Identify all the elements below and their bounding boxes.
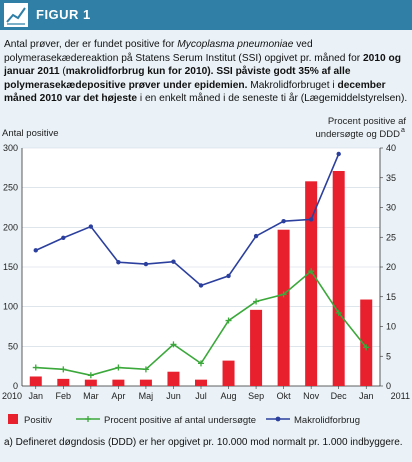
- figure-label: FIGUR 1: [36, 7, 91, 22]
- point-makrolidforbrug: [33, 248, 38, 253]
- point-makrolidforbrug: [308, 217, 314, 222]
- left-tick-label: 200: [3, 222, 18, 232]
- right-axis-title: undersøgte og DDD: [316, 129, 401, 140]
- right-tick-label: 40: [386, 143, 396, 153]
- bar-positiv: [250, 309, 263, 386]
- point-makrolidforbrug: [226, 273, 231, 279]
- point-makrolidforbrug: [116, 260, 121, 265]
- caption-highlight: december måned 2010 var det højeste: [4, 79, 386, 105]
- bar-positiv: [139, 379, 152, 386]
- right-axis-title: Procent positive af: [328, 116, 407, 127]
- x-tick-label: Jan: [359, 391, 374, 401]
- right-tick-label: 10: [386, 322, 396, 332]
- x-tick-label: Nov: [303, 391, 320, 401]
- point-makrolidforbrug: [253, 233, 259, 239]
- caption-part: makrolidforbrug kun for 2010). SSI påvis…: [4, 66, 351, 91]
- bar-positiv: [277, 229, 290, 386]
- point-makrolidforbrug: [171, 259, 176, 264]
- right-tick-label: 0: [386, 381, 391, 391]
- point-makrolidforbrug: [143, 261, 149, 267]
- right-tick-label: 15: [386, 292, 396, 302]
- line-chart-icon: [4, 3, 28, 27]
- x-tick-label: Jul: [195, 391, 207, 401]
- x-tick-label: Dec: [331, 391, 348, 401]
- right-tick-label: 30: [386, 203, 396, 213]
- legend-marker-procent: [85, 416, 91, 422]
- caption-period: 2010 og januar 2011: [4, 52, 401, 78]
- caption-part: ved polymerasekædereaktion på Statens Se…: [4, 39, 364, 64]
- point-procent-positive: [60, 366, 67, 373]
- point-procent-positive: [253, 298, 260, 305]
- point-procent-positive: [363, 344, 370, 351]
- left-tick-label: 0: [13, 381, 18, 391]
- left-tick-label: 100: [3, 302, 18, 312]
- caption-species: Mycoplasma pneumoniae: [177, 39, 294, 50]
- bar-positiv: [360, 299, 373, 386]
- point-makrolidforbrug: [88, 224, 94, 229]
- bar-positiv: [332, 171, 345, 386]
- right-tick-label: 5: [386, 351, 391, 361]
- left-tick-label: 250: [3, 183, 18, 193]
- bar-positiv: [29, 376, 42, 386]
- left-axis-title: Antal positive: [2, 128, 59, 139]
- bar-positiv: [84, 379, 97, 386]
- left-tick-label: 50: [8, 341, 18, 351]
- legend-label-makrolid: Makrolidforbrug: [294, 415, 360, 426]
- caption-part: i en enkelt måned i de seneste ti år (Læ…: [137, 93, 408, 105]
- point-makrolidforbrug: [281, 218, 286, 224]
- x-tick-label: Apr: [111, 391, 125, 401]
- bar-positiv: [305, 181, 318, 386]
- x-tick-label: Maj: [139, 391, 154, 401]
- figure-caption: Antal prøver, der er fundet positive for…: [4, 38, 408, 106]
- caption-part: Makrolidforbruget i: [247, 79, 338, 91]
- point-procent-positive: [308, 268, 315, 275]
- point-procent-positive: [142, 366, 149, 373]
- point-procent-positive: [87, 372, 94, 379]
- x-tick-label: Aug: [221, 391, 237, 401]
- point-procent-positive: [32, 364, 39, 371]
- point-procent-positive: [335, 309, 342, 316]
- right-tick-label: 35: [386, 173, 396, 183]
- legend-marker-makrolid: [275, 416, 281, 422]
- point-procent-positive: [225, 317, 232, 324]
- bar-positiv: [112, 379, 125, 386]
- year-start-label: 2010: [2, 391, 22, 401]
- left-tick-label: 150: [3, 262, 18, 272]
- bar-positiv: [57, 378, 70, 386]
- caption-part: (: [59, 66, 66, 78]
- right-tick-label: 25: [386, 232, 396, 242]
- point-procent-positive: [198, 360, 204, 367]
- right-tick-label: 20: [386, 262, 396, 272]
- point-procent-positive: [115, 364, 122, 371]
- legend-label-positiv: Positiv: [24, 415, 52, 426]
- right-axis-title-superscript: a: [401, 127, 405, 134]
- x-tick-label: Jun: [166, 391, 181, 401]
- left-tick-label: 300: [3, 143, 18, 153]
- series-line: [35, 153, 340, 287]
- figure-header: FIGUR 1: [0, 0, 412, 30]
- x-tick-label: Sep: [248, 391, 264, 401]
- legend-label-procent: Procent positive af antal undersøgte: [104, 415, 256, 426]
- caption-part: Antal prøver, der er fundet positive for: [4, 39, 178, 50]
- footnote: a) Defineret døgndosis (DDD) er her opgi…: [4, 437, 403, 448]
- bar-positiv: [195, 379, 207, 386]
- bar-positiv: [222, 360, 235, 386]
- x-tick-label: Okt: [277, 391, 292, 401]
- x-tick-label: Feb: [56, 391, 72, 401]
- point-makrolidforbrug: [336, 151, 341, 157]
- x-tick-label: Mar: [83, 391, 99, 401]
- point-makrolidforbrug: [61, 235, 66, 241]
- point-procent-positive: [170, 341, 177, 348]
- year-end-label: 2011: [391, 391, 410, 401]
- point-procent-positive: [280, 291, 287, 298]
- x-tick-label: Jan: [29, 391, 44, 401]
- point-makrolidforbrug: [198, 283, 204, 288]
- bar-positiv: [167, 371, 180, 386]
- legend-swatch-positiv: [8, 414, 18, 424]
